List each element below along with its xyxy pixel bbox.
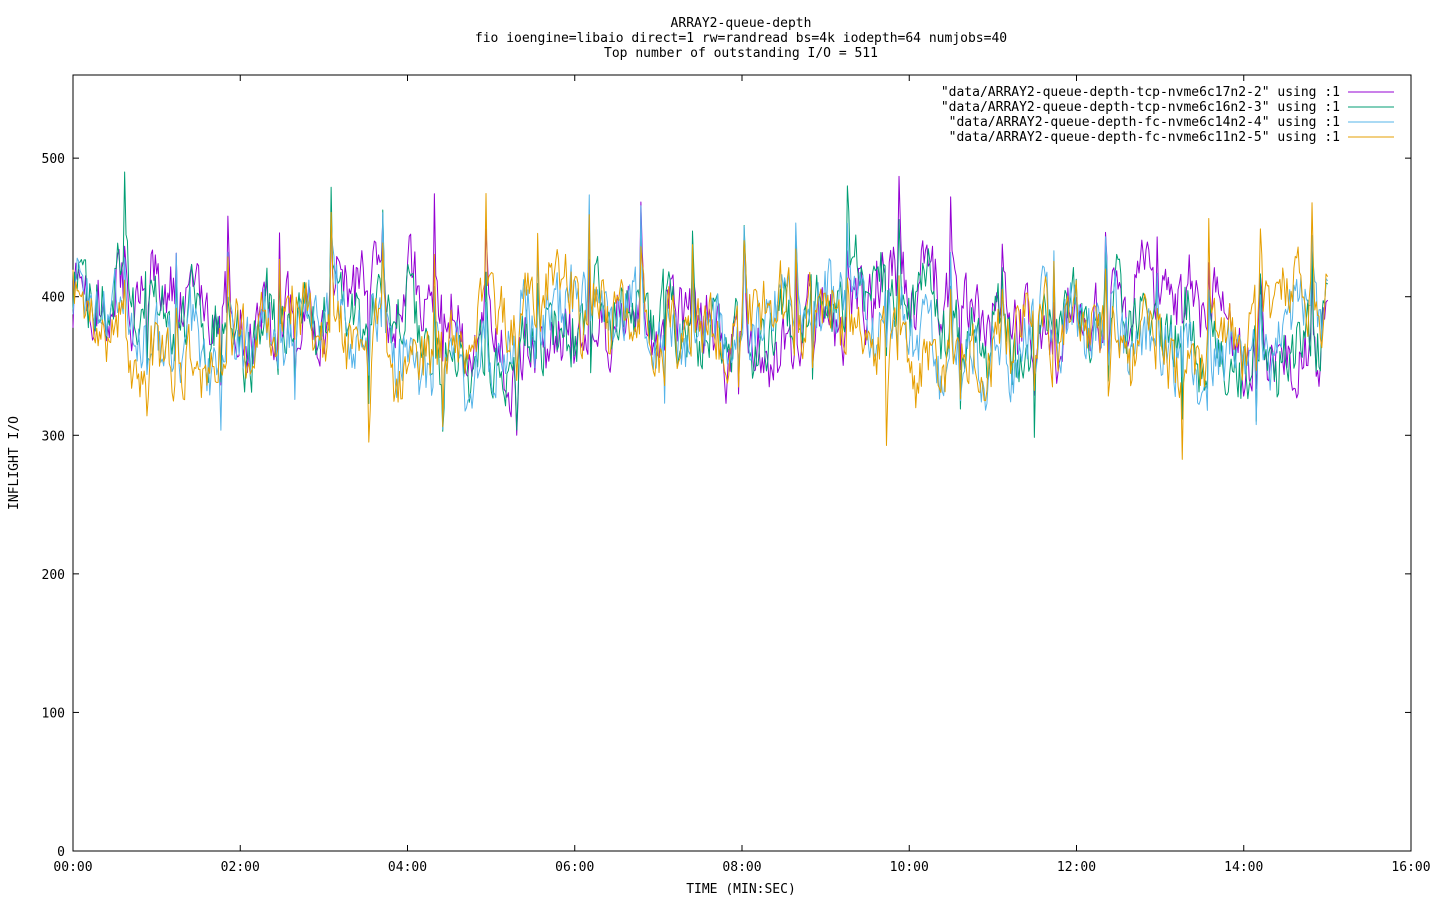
series-line-2 — [72, 171, 1328, 438]
series-line-1 — [72, 175, 1328, 436]
legend-label-3: "data/ARRAY2-queue-depth-fc-nvme6c14n2-4… — [949, 115, 1340, 130]
legend-label-2: "data/ARRAY2-queue-depth-tcp-nvme6c16n2-… — [941, 100, 1340, 115]
y-axis: 0 100 200 300 400 500 — [42, 152, 1411, 860]
chart-title: ARRAY2-queue-depth fio ioengine=libaio d… — [475, 16, 1007, 61]
legend-label-4: "data/ARRAY2-queue-depth-fc-nvme6c11n2-5… — [949, 130, 1340, 145]
chart-title-line-1: ARRAY2-queue-depth — [671, 16, 812, 31]
x-tick-label: 14:00 — [1224, 860, 1263, 875]
x-tick-label: 12:00 — [1057, 860, 1096, 875]
x-tick-label: 10:00 — [890, 860, 929, 875]
y-axis-label: INFLIGHT I/O — [7, 416, 22, 510]
x-tick-label: 04:00 — [388, 860, 427, 875]
series-line-4 — [72, 193, 1328, 460]
chart-title-line-2: fio ioengine=libaio direct=1 rw=randread… — [475, 31, 1007, 46]
series-line-3 — [72, 194, 1328, 431]
y-tick-label: 500 — [42, 152, 65, 167]
x-tick-label: 00:00 — [53, 860, 92, 875]
chart-title-line-3: Top number of outstanding I/O = 511 — [604, 46, 878, 61]
x-axis: 00:00 02:00 04:00 06:00 08:00 10:00 12:00 14:00… — [53, 75, 1431, 875]
y-tick-label: 0 — [57, 845, 65, 860]
y-tick-label: 300 — [42, 429, 65, 444]
x-tick-label: 06:00 — [555, 860, 594, 875]
series-lines — [72, 171, 1328, 460]
x-tick-label: 02:00 — [221, 860, 260, 875]
x-tick-label: 16:00 — [1391, 860, 1430, 875]
plot-area — [72, 74, 1412, 852]
x-axis-label: TIME (MIN:SEC) — [686, 882, 796, 897]
legend: "data/ARRAY2-queue-depth-tcp-nvme6c17n2-… — [941, 85, 1394, 145]
y-tick-label: 400 — [42, 291, 65, 306]
x-tick-label: 08:00 — [722, 860, 761, 875]
y-tick-label: 200 — [42, 568, 65, 583]
legend-label-1: "data/ARRAY2-queue-depth-tcp-nvme6c17n2-… — [941, 85, 1340, 100]
y-tick-label: 100 — [42, 706, 65, 721]
